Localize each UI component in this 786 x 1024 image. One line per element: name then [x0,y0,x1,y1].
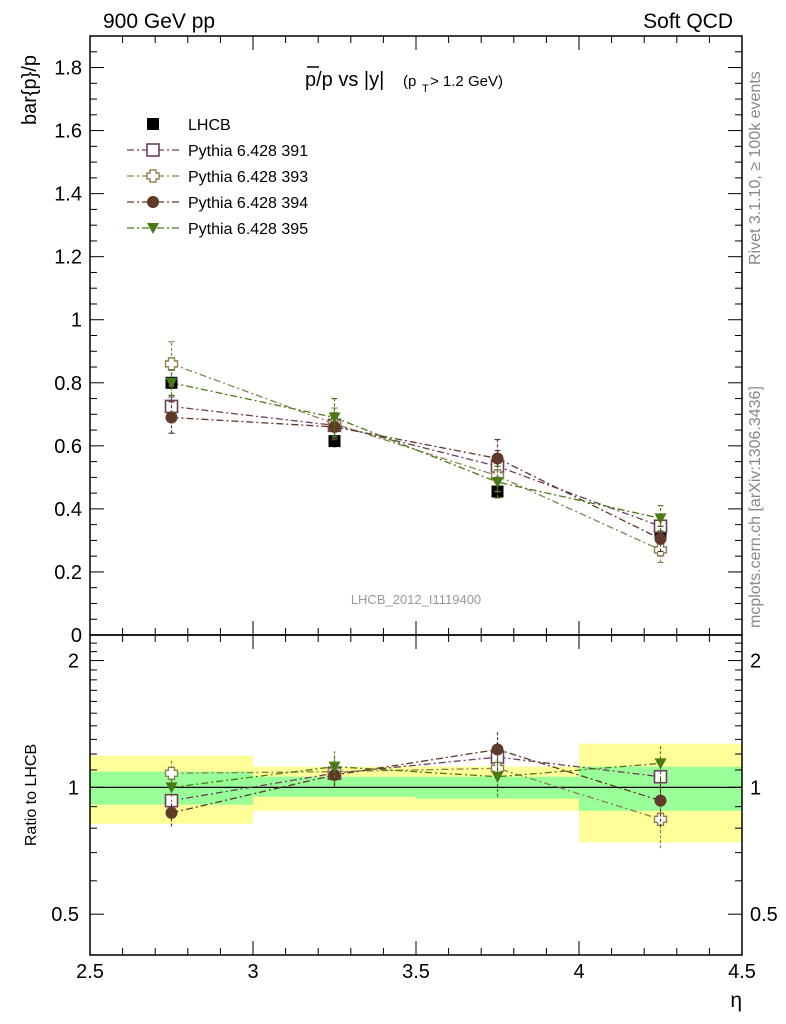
y-tick-label: 0.4 [54,499,82,521]
header-left-label: 900 GeV pp [103,10,215,33]
rivet-version-label: Rivet 3.1.10, ≥ 100k events [747,71,764,265]
y-tick-label: 1 [71,310,82,332]
ratio-tick-label-left: 1 [68,777,79,799]
legend-label: Pythia 6.428 391 [188,143,308,160]
series-data-point [491,452,504,465]
series-data-point [328,420,341,433]
series-ratio-point [491,743,504,756]
series-line [171,363,661,551]
series-ratio-line [171,767,661,820]
analysis-watermark: LHCB_2012_I1119400 [351,592,481,607]
chart-title-main: p/p vs |y| [305,69,384,91]
legend-marker [147,196,159,208]
ratio-tick-label-left: 2 [68,651,79,673]
chart-title-sub-rest: > 1.2 GeV) [430,73,503,90]
chart-title-sub: (p [403,73,416,90]
y-tick-label: 0 [71,625,82,647]
legend-marker [146,169,160,183]
legend-label-lhcb: LHCB [188,117,231,134]
ratio-tick-label-right: 0.5 [750,904,778,926]
legend-label: Pythia 6.428 393 [188,169,308,186]
y-tick-label: 1.2 [54,247,82,269]
series-ratio-point [491,771,504,783]
series-ratio-line [171,762,661,789]
x-tick-label: 3.5 [402,961,430,983]
series-ratio-point [328,768,341,781]
ratio-tick-label-right: 2 [750,651,761,673]
axis-ticks: 2.5 3 3.5 4 4.5 0 0.2 0.4 0.6 0.8 1 1.2 1.4 1.6 1.8 0.5… [51,35,778,983]
header-right-label: Soft QCD [643,10,733,33]
series-line [171,405,661,527]
y-tick-label: 0.2 [54,562,82,584]
ratio-y-axis-label: Ratio to LHCB [23,744,40,846]
series-line [171,416,661,540]
series-data-point [328,412,341,424]
series-ratio-line [171,756,661,802]
ratio-band-inner [253,776,416,797]
series-ratio-point [165,806,178,819]
x-axis-label: η [730,989,742,1012]
chart-title-sub-t: T [422,83,429,95]
y-tick-label: 0.8 [54,373,82,395]
ratio-tick-label-right: 1 [750,777,761,799]
legend-marker [146,143,160,157]
y-tick-label: 0.6 [54,436,82,458]
series-data-point [654,532,667,545]
x-tick-label: 2.5 [76,961,104,983]
mcplots-label: mcplots.cern.ch [arXiv:1306.3436] [747,386,764,628]
y-tick-label: 1.8 [54,58,82,80]
x-tick-label: 4.5 [728,961,756,983]
ratio-bands [90,743,742,843]
x-tick-label: 3 [247,961,258,983]
series-ratio-point [654,758,667,770]
x-tick-label: 4 [573,961,584,983]
series-ratio-point [654,794,667,807]
series-markers [164,341,668,849]
y-tick-label: 1.4 [54,184,82,206]
series-data-point [654,513,667,525]
y-axis-label: bar{p}/p [19,55,41,125]
chart-title: p/p vs |y| (p T > 1.2 GeV) [305,66,503,95]
series-data-point [164,357,179,371]
series-data-point [491,477,504,489]
legend-marker [147,223,159,234]
legend-label: Pythia 6.428 395 [188,221,308,238]
series-line [171,382,661,519]
legend: LHCB Pythia 6.428 391 Pythia 6.428 393 Pyth… [127,117,308,238]
series-ratio-point [164,766,179,780]
series-ratio-point [165,782,178,794]
legend-marker-lhcb [147,118,159,130]
series-data-point [165,377,178,389]
y-tick-label: 1.6 [54,121,82,143]
ratio-tick-label-left: 0.5 [51,904,79,926]
series-lines [171,363,661,820]
series-data-point [165,411,178,424]
legend-label: Pythia 6.428 394 [188,195,308,212]
series-ratio-point [328,761,341,773]
